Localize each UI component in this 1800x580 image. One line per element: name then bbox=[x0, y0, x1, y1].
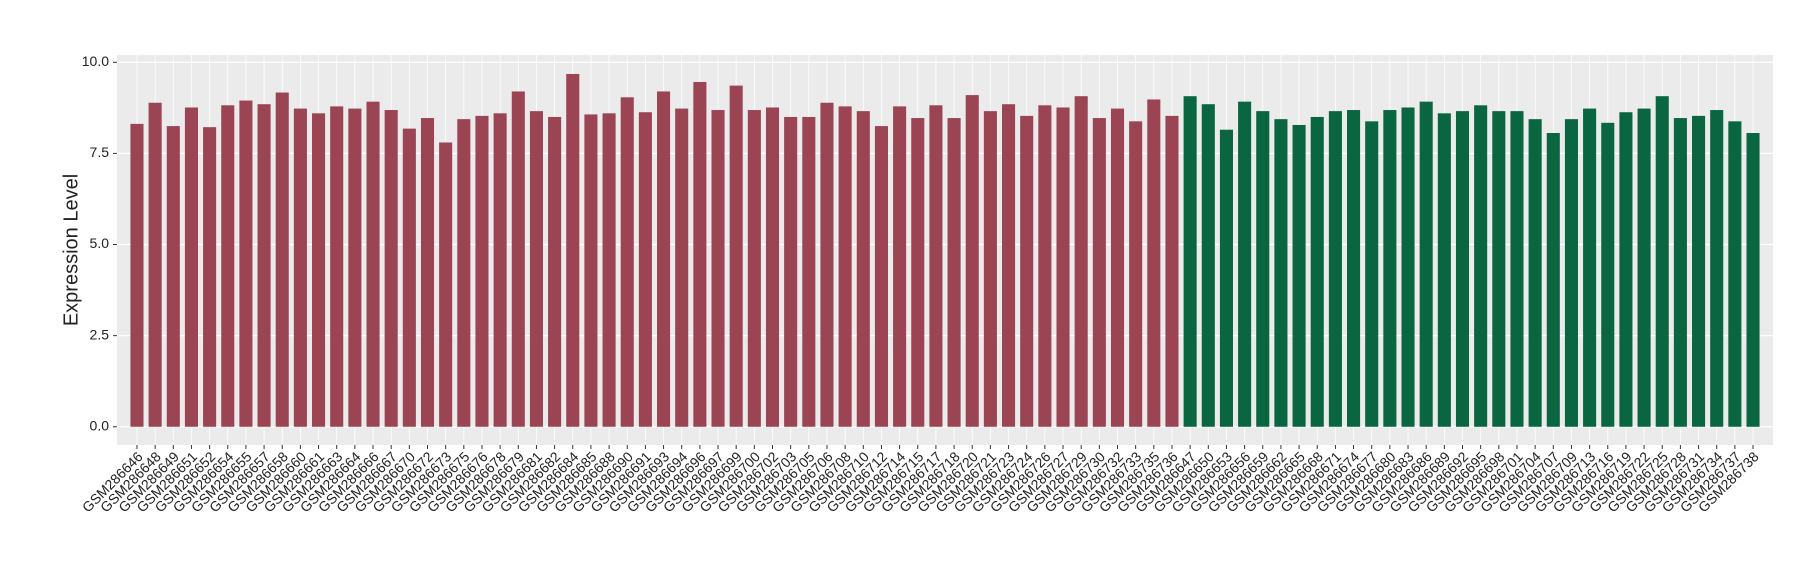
bar bbox=[1401, 107, 1415, 427]
bar bbox=[983, 111, 997, 427]
bar bbox=[420, 118, 435, 427]
bar bbox=[257, 104, 271, 427]
bar bbox=[1637, 108, 1651, 427]
bar bbox=[1183, 96, 1197, 427]
bar bbox=[1673, 118, 1687, 427]
bar bbox=[1092, 118, 1106, 427]
bar bbox=[1020, 115, 1034, 427]
bar bbox=[1692, 115, 1706, 427]
bar bbox=[1110, 108, 1125, 427]
bar bbox=[820, 102, 834, 427]
y-tick-label: 5.0 bbox=[90, 235, 110, 251]
bar bbox=[657, 91, 671, 427]
y-axis-title: Expression Level bbox=[60, 174, 82, 326]
bar bbox=[1583, 108, 1597, 427]
bar bbox=[638, 112, 652, 427]
bar bbox=[566, 73, 580, 427]
bar bbox=[548, 116, 562, 427]
bar bbox=[475, 115, 489, 427]
bar bbox=[511, 91, 525, 427]
bar bbox=[947, 118, 961, 427]
bar bbox=[1383, 110, 1397, 427]
bar bbox=[838, 106, 852, 427]
bar bbox=[275, 92, 289, 427]
y-tick-label: 2.5 bbox=[90, 326, 110, 342]
bar bbox=[221, 105, 235, 427]
bar bbox=[1038, 105, 1052, 427]
panel bbox=[117, 55, 1773, 445]
bar bbox=[493, 113, 507, 427]
bar bbox=[747, 110, 761, 427]
bar bbox=[402, 128, 416, 427]
bar bbox=[1455, 111, 1470, 427]
bar bbox=[1710, 110, 1724, 427]
bar bbox=[874, 126, 888, 427]
bar bbox=[1474, 105, 1488, 427]
bar bbox=[1147, 99, 1161, 427]
bar bbox=[293, 108, 307, 427]
bar bbox=[765, 107, 780, 427]
bar bbox=[439, 142, 453, 427]
bar bbox=[1165, 115, 1179, 427]
bar bbox=[1274, 119, 1288, 427]
bar bbox=[148, 102, 162, 427]
bar bbox=[620, 97, 634, 427]
bar bbox=[711, 110, 725, 427]
bar bbox=[1256, 111, 1270, 427]
bar bbox=[529, 111, 543, 427]
y-tick-label: 10.0 bbox=[82, 53, 109, 69]
y-tick-label: 0.0 bbox=[90, 417, 110, 433]
bar bbox=[1601, 122, 1615, 427]
bar bbox=[203, 127, 217, 427]
bar bbox=[1528, 119, 1542, 427]
bar bbox=[1219, 129, 1233, 427]
bar bbox=[366, 101, 380, 427]
bar bbox=[602, 113, 616, 427]
bar bbox=[1492, 111, 1506, 427]
bar bbox=[239, 100, 253, 427]
bar bbox=[1564, 119, 1578, 427]
y-tick-label: 7.5 bbox=[90, 144, 110, 160]
bar bbox=[130, 123, 144, 427]
bar bbox=[911, 118, 925, 427]
bar bbox=[166, 126, 180, 427]
bar bbox=[1074, 96, 1088, 427]
bar bbox=[965, 95, 979, 427]
bar bbox=[584, 114, 598, 427]
bar bbox=[1292, 124, 1306, 427]
bar bbox=[729, 85, 743, 427]
bar bbox=[893, 106, 907, 427]
bar bbox=[1056, 107, 1070, 427]
bar bbox=[1310, 116, 1324, 427]
bar bbox=[1419, 101, 1433, 427]
bar bbox=[1546, 133, 1560, 427]
bar bbox=[929, 105, 943, 427]
bar bbox=[1129, 121, 1143, 427]
bar bbox=[1619, 112, 1633, 427]
bar bbox=[184, 107, 198, 427]
bar bbox=[1746, 133, 1760, 427]
bar bbox=[1002, 104, 1016, 427]
bar bbox=[1437, 113, 1451, 427]
bar bbox=[675, 108, 689, 427]
bar bbox=[1347, 110, 1361, 427]
bar bbox=[784, 116, 798, 427]
bar bbox=[802, 116, 816, 427]
bar bbox=[693, 81, 707, 427]
bar bbox=[312, 113, 326, 427]
bar bbox=[1201, 104, 1215, 427]
bar bbox=[348, 108, 362, 427]
bar bbox=[457, 119, 471, 427]
bar bbox=[1365, 121, 1379, 427]
bar bbox=[1510, 111, 1524, 427]
bar bbox=[384, 110, 398, 427]
bar bbox=[330, 106, 344, 427]
bar bbox=[1728, 121, 1742, 427]
bar bbox=[856, 111, 870, 427]
bar bbox=[1238, 101, 1252, 427]
bar bbox=[1328, 111, 1342, 427]
bar bbox=[1655, 96, 1669, 427]
